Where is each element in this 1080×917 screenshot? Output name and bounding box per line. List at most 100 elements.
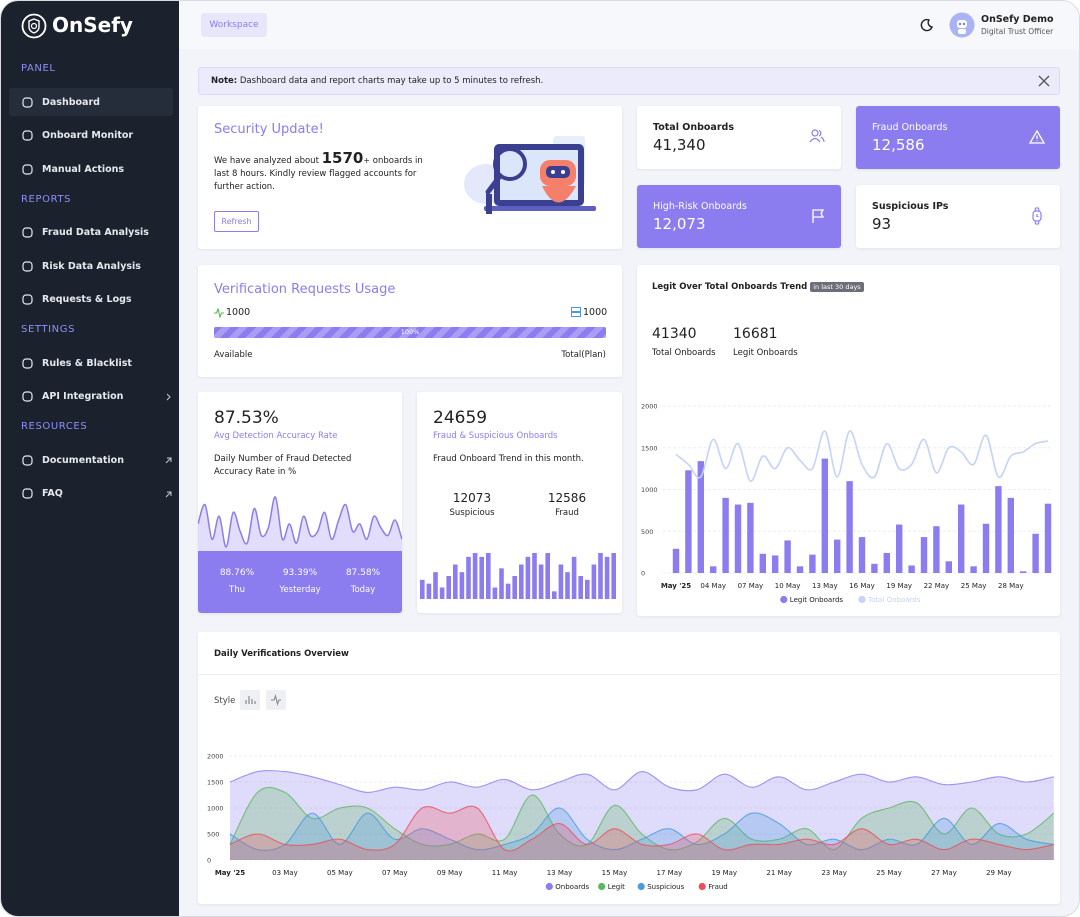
- mini-bar: [486, 553, 491, 599]
- bar: [834, 539, 841, 573]
- nav-item[interactable]: Fraud Data Analysis: [9, 219, 173, 247]
- y-tick-label: 500: [641, 528, 653, 536]
- nav-item[interactable]: Risk Data Analysis: [9, 252, 173, 280]
- x-tick-label: 17 May: [657, 869, 683, 877]
- nav-label: Risk Data Analysis: [42, 260, 141, 272]
- mini-bar: [532, 553, 537, 599]
- shape: [214, 308, 224, 318]
- nav-label: API Integration: [42, 391, 124, 402]
- user-avatar[interactable]: [949, 12, 975, 38]
- bar: [933, 526, 940, 573]
- nav-item[interactable]: API Integration: [9, 383, 173, 411]
- shape: [546, 166, 570, 178]
- area-line: [229, 805, 1054, 852]
- accuracy-days: 88.76% Thu 93.39% Yesterday 87.58% Today: [198, 551, 402, 613]
- x-tick-label: 29 May: [986, 869, 1012, 877]
- shape: [571, 307, 581, 312]
- theme-toggle[interactable]: [920, 18, 934, 32]
- nav-label: Fraud Data Analysis: [42, 227, 149, 238]
- x-tick-label: 28 May: [998, 582, 1024, 590]
- nav-icon: [22, 488, 33, 499]
- shape: [812, 209, 825, 223]
- nav-chevron: [166, 393, 171, 400]
- mini-bar: [565, 572, 570, 599]
- summary-value: 16681: [733, 326, 778, 342]
- security-text-before: We have analyzed about: [214, 156, 319, 166]
- nav-item[interactable]: Onboard Monitor: [9, 122, 173, 150]
- mini-bar: [492, 587, 498, 599]
- progress-track: 100%: [214, 327, 606, 338]
- nav-icon: [22, 357, 33, 369]
- stat-value: 41,340: [653, 136, 706, 154]
- nav-icon: [22, 96, 33, 108]
- mini-bar: [479, 556, 484, 599]
- mini-bar: [585, 579, 590, 599]
- summary-label: Total Onboards: [652, 348, 716, 358]
- bar: [722, 497, 729, 573]
- mini-bar: [611, 553, 616, 599]
- bar: [896, 524, 903, 573]
- stat-label: Total Onboards: [653, 122, 734, 133]
- x-tick-label: 03 May: [272, 869, 298, 877]
- mini-bar: [519, 564, 524, 599]
- stat-value: 12,586: [872, 136, 925, 154]
- y-tick-label: 1000: [641, 486, 658, 494]
- x-tick-label: 25 May: [876, 869, 902, 877]
- bar: [772, 555, 779, 573]
- nav-icon-shape: [22, 227, 33, 238]
- nav-item[interactable]: Documentation: [9, 446, 173, 474]
- workspace-button[interactable]: Workspace: [201, 13, 267, 37]
- chevron: [166, 393, 171, 400]
- bar: [1032, 533, 1039, 573]
- usage-used: 1000: [226, 307, 251, 318]
- shape: [245, 696, 256, 704]
- x-tick-label: 13 May: [812, 582, 838, 590]
- close-note[interactable]: [1038, 75, 1050, 87]
- progress-label: 100%: [400, 328, 420, 336]
- x-tick-label: 16 May: [849, 582, 875, 590]
- mini-bar: [505, 583, 511, 599]
- shape: [957, 20, 967, 28]
- legend-label: Suspicious: [647, 883, 684, 891]
- bar: [1007, 497, 1014, 573]
- breakdown-value: 12586: [547, 491, 587, 505]
- x-tick-label: May '25: [661, 582, 691, 590]
- bar: [796, 566, 804, 573]
- mini-bar: [571, 556, 577, 599]
- area-fill: [230, 770, 1054, 860]
- bar-style-button[interactable]: [240, 690, 260, 710]
- usage-total: Total(Plan): [561, 350, 606, 360]
- sparkline-chart: [198, 496, 402, 552]
- legend-label: Onboards: [555, 883, 589, 891]
- topbar: [179, 1, 1079, 49]
- day-value: 88.76%: [219, 568, 255, 578]
- shape: [811, 129, 819, 137]
- line-style-button[interactable]: [266, 690, 286, 710]
- nav-heading: PANEL: [21, 63, 56, 74]
- bar: [685, 470, 692, 573]
- shape: [271, 694, 281, 706]
- shape: [920, 18, 933, 32]
- shape: [21, 13, 47, 39]
- nav-icon-shape: [22, 130, 33, 141]
- bar: [672, 548, 680, 573]
- stat-icon: [809, 129, 825, 143]
- legend-label: Legit: [608, 883, 625, 891]
- mini-bar: [420, 579, 425, 599]
- x-tick-label: 23 May: [821, 869, 847, 877]
- nav-item[interactable]: FAQ: [9, 480, 173, 508]
- bar: [1020, 571, 1027, 573]
- note-text: Note: Dashboard data and report charts m…: [211, 76, 543, 86]
- y-tick-label: 1000: [207, 805, 224, 813]
- shape: [1029, 129, 1045, 144]
- y-tick-label: 2000: [641, 403, 658, 411]
- nav-item[interactable]: Requests & Logs: [9, 286, 173, 314]
- nav-item[interactable]: Rules & Blacklist: [9, 349, 173, 377]
- daily-card: Daily Verifications Overview Style 0 500 1…: [198, 632, 1060, 904]
- bar: [821, 458, 828, 573]
- refresh-button[interactable]: Refresh: [214, 211, 259, 232]
- mini-bar: [538, 564, 544, 599]
- nav-item[interactable]: Manual Actions: [9, 155, 173, 183]
- accuracy-value: 87.53%: [214, 408, 279, 428]
- nav-item[interactable]: Dashboard: [9, 88, 173, 116]
